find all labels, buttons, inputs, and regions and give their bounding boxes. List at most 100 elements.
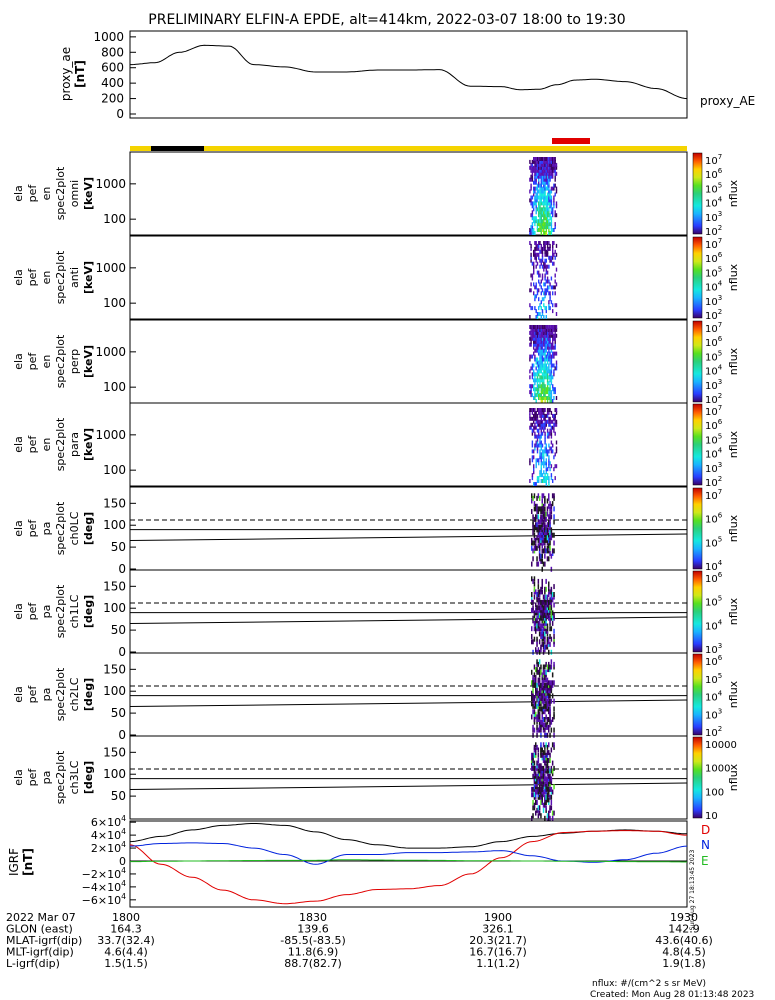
igrf-tick-label: −6×104 [82, 892, 126, 907]
spectrogram-pixel [540, 354, 542, 359]
pitch-angle-pixel [532, 800, 534, 805]
pitch-angle-pixel [545, 703, 547, 709]
spectrogram-pixel [553, 228, 555, 232]
spectrogram-pixel [533, 159, 535, 164]
colorbar-tick-label: 107 [705, 488, 722, 502]
spectrogram-pixel [546, 219, 549, 224]
spectrogram-pixel [541, 177, 544, 182]
igrf-ylabel-1: IGRF [7, 848, 21, 876]
panel-ylabel-line: pef [26, 268, 39, 287]
spectrogram-pixel [533, 186, 535, 191]
spectrogram-pixel [543, 213, 545, 218]
pitch-angle-tick-label: 100 [103, 767, 126, 781]
spectrogram-pixel [536, 228, 539, 232]
spectrogram-pixel [546, 216, 549, 221]
spectrogram-pixel [554, 157, 556, 161]
pitch-angle-pixel [541, 566, 543, 572]
spectrogram-pixel [546, 390, 549, 395]
spectrogram-pixel [534, 387, 536, 392]
spectrogram-pixel [533, 157, 535, 161]
spectrogram-pixel [548, 303, 550, 308]
pitch-angle-pixel [549, 711, 551, 717]
pitch-angle-pixel [533, 626, 536, 632]
pitch-angle-pixel [549, 599, 551, 605]
spectrogram-pixel [538, 351, 540, 356]
pitch-angle-pixel [553, 714, 555, 720]
spectrogram-pixel [536, 390, 539, 395]
spectrogram-pixel [552, 303, 554, 308]
pitch-angle-pixel [548, 742, 550, 748]
spectrogram-pixel [543, 425, 545, 430]
spectrogram-pixel [550, 333, 553, 338]
pitch-angle-pixel [544, 532, 546, 538]
pitch-angle-pixel [540, 690, 542, 696]
spectrogram-pixel [546, 276, 549, 281]
pitch-angle-pixel [537, 763, 540, 769]
pitch-angle-pixel [540, 610, 542, 616]
pitch-angle-pixel [533, 719, 536, 725]
spectrogram-pixel [549, 342, 551, 347]
sunlight-bar [130, 146, 687, 151]
pitch-angle-pixel [537, 717, 540, 722]
pitch-angle-pixel [533, 752, 536, 758]
spectrogram-pixel [553, 285, 555, 290]
spectrogram-pixel [538, 384, 540, 389]
spectrogram-pixel [545, 396, 547, 400]
pitch-angle-pixel [546, 607, 549, 613]
pitch-angle-pixel [533, 760, 536, 766]
pitch-angle-pixel [548, 750, 550, 756]
pitch-angle-pixel [532, 618, 534, 624]
pitch-angle-pixel [549, 605, 551, 611]
spectrogram-pixel [546, 428, 549, 433]
spectrogram-pixel [535, 357, 537, 362]
pitch-angle-pixel [553, 639, 555, 645]
pitch-angle-pixel [541, 628, 543, 634]
pitch-angle-pixel [548, 592, 550, 597]
colorbar-tick-label: 103 [705, 210, 722, 224]
spectrogram-pixel [529, 241, 531, 245]
pitch-angle-pixel [550, 805, 553, 811]
spectrogram-pixel [530, 390, 532, 395]
spectrogram-pixel [529, 336, 531, 341]
pitch-angle-pixel [548, 781, 550, 787]
pitch-angle-pixel [533, 717, 536, 722]
pitch-angle-pixel [535, 516, 537, 522]
pitch-angle-pixel [533, 709, 536, 715]
spectrogram-pixel [546, 354, 549, 359]
pitch-angle-pixel [553, 519, 555, 525]
pitch-angle-pixel [535, 680, 537, 686]
spectrogram-pixel [548, 416, 550, 421]
pitch-angle-pixel [538, 506, 541, 512]
pitch-angle-pixel [542, 807, 545, 813]
science-zone-bar [552, 138, 590, 144]
pitch-angle-pixel [541, 693, 543, 699]
spectrogram-tick-label: 1000 [95, 345, 126, 359]
pitch-angle-pixel [538, 669, 541, 675]
pitch-angle-pixel [548, 586, 550, 592]
igrf-tick-label: −2×104 [82, 866, 126, 881]
pitch-angle-pixel [550, 602, 553, 608]
pitch-angle-pixel [548, 605, 550, 611]
pitch-angle-pixel [549, 551, 551, 556]
pitch-angle-pixel [540, 696, 542, 701]
colorbar-tick-label: 106 [705, 335, 723, 349]
spectrogram-pixel [545, 249, 547, 254]
pitch-angle-pixel [540, 586, 542, 592]
spectrogram-pixel [549, 282, 551, 287]
spectrogram-pixel [535, 186, 537, 191]
spectrogram-frame [129, 235, 688, 320]
panel-ylabel-line: spec2plot [54, 501, 67, 555]
panel-ylabel-line: pef [26, 435, 39, 454]
pitch-angle-pixel [533, 792, 536, 798]
spectrogram-pixel [540, 416, 542, 421]
pitch-angle-pixel [535, 810, 537, 816]
spectrogram-pixel [529, 315, 531, 319]
pitch-angle-pixel [550, 698, 553, 704]
spectrogram-pixel [545, 461, 547, 466]
pitch-angle-pixel [548, 556, 550, 562]
spectrogram-pixel [538, 393, 540, 398]
pitch-angle-pixel [531, 498, 533, 504]
pitch-angle-pixel [549, 807, 551, 813]
pitch-angle-pixel [550, 553, 553, 559]
pitch-angle-pixel [532, 519, 534, 525]
